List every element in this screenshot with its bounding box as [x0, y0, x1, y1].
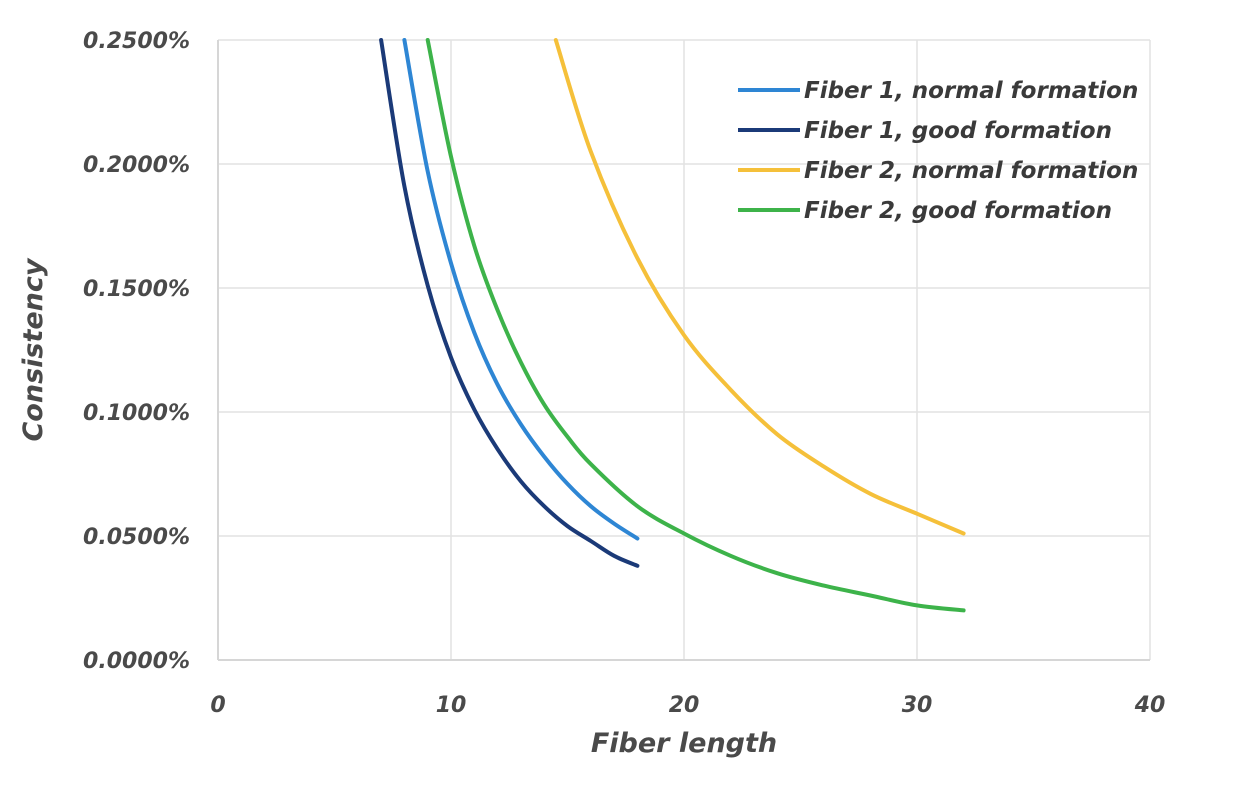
y-tick-label: 0.2500%: [83, 29, 190, 54]
y-tick-label: 0.0500%: [83, 525, 190, 550]
x-axis-title: Fiber length: [591, 728, 777, 759]
legend: Fiber 1, normal formation Fiber 1, good f…: [738, 78, 1138, 224]
series-line: [402, 38, 640, 541]
legend-label: Fiber 2, good formation: [804, 198, 1112, 224]
series-line: [553, 38, 966, 536]
y-tick-label: 0.1500%: [83, 277, 190, 302]
x-tick-label: 40: [1134, 693, 1166, 718]
y-tick-label: 0.0000%: [83, 649, 190, 674]
y-tick-label: 0.1000%: [83, 401, 190, 426]
legend-label: Fiber 1, normal formation: [804, 78, 1138, 104]
plot-area: [379, 38, 966, 613]
x-tick-label: 30: [902, 693, 933, 718]
x-tick-label: 10: [436, 693, 467, 718]
grid: [218, 39, 1151, 660]
x-tick-label: 0: [210, 693, 225, 718]
legend-label: Fiber 2, normal formation: [804, 158, 1138, 184]
y-tick-label: 0.2000%: [83, 153, 190, 178]
series-line: [379, 38, 640, 568]
axes: [217, 40, 1150, 661]
tick-labels: 0.0000% 0.0500% 0.1000% 0.1500% 0.2000% 0.250…: [83, 29, 1165, 718]
y-axis-title: Consistency: [18, 257, 49, 441]
legend-label: Fiber 1, good formation: [804, 118, 1112, 144]
series-line: [425, 38, 966, 613]
x-tick-label: 20: [669, 693, 700, 718]
